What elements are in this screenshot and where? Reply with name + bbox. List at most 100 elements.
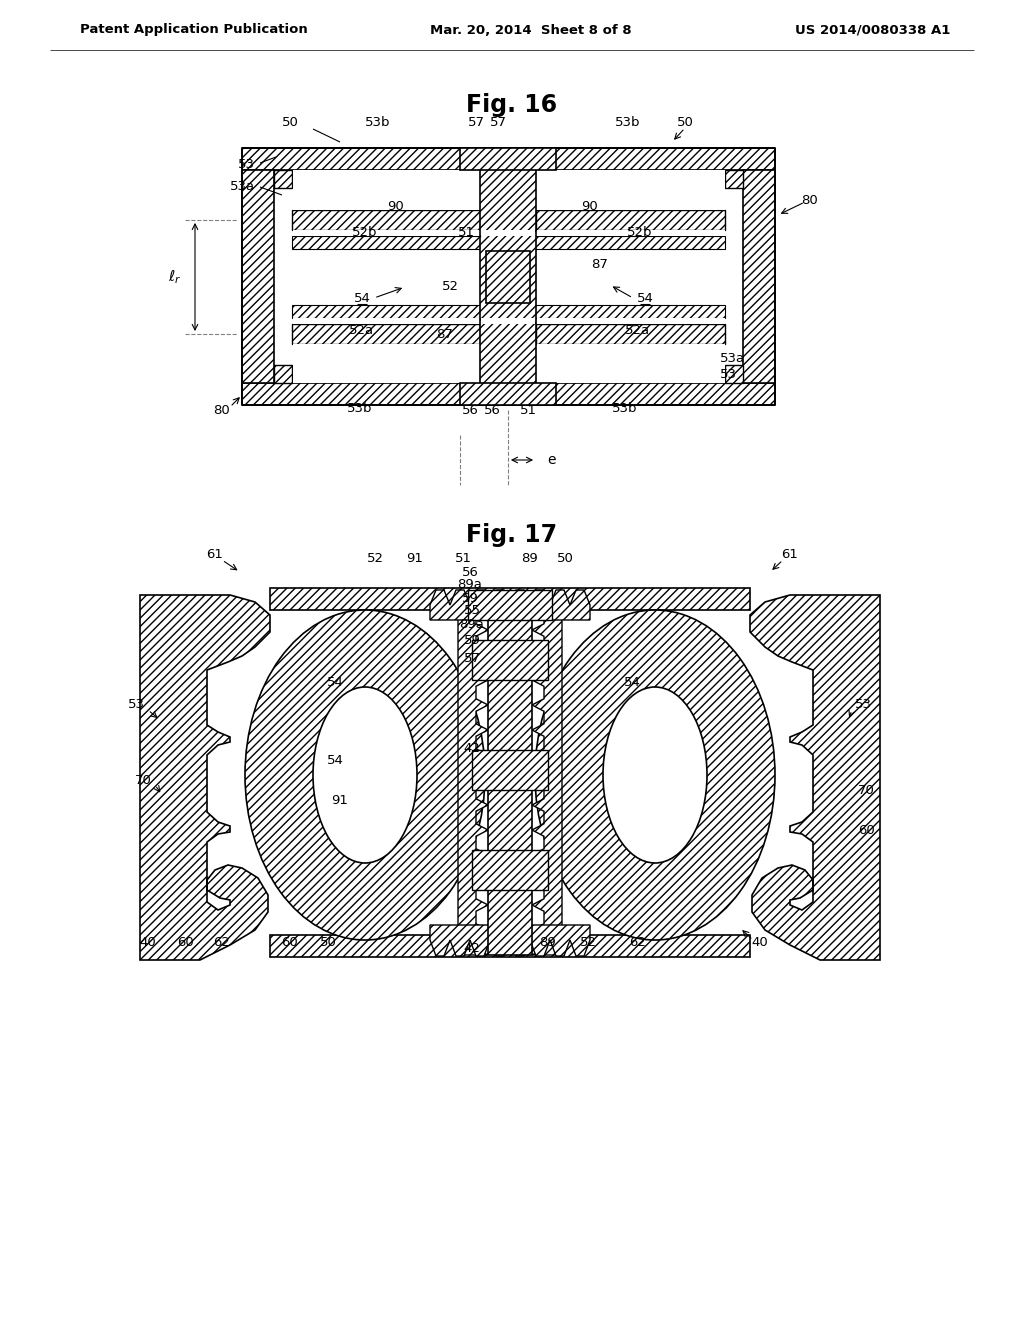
Bar bbox=[472, 850, 548, 890]
Bar bbox=[293, 230, 480, 236]
Text: 54: 54 bbox=[353, 292, 371, 305]
Bar bbox=[293, 345, 480, 383]
Text: 56: 56 bbox=[462, 404, 478, 417]
Text: 51: 51 bbox=[458, 226, 474, 239]
Bar bbox=[537, 230, 725, 236]
Bar bbox=[725, 366, 743, 383]
Text: 53a: 53a bbox=[229, 181, 255, 194]
Bar bbox=[472, 750, 548, 789]
Text: 52: 52 bbox=[367, 552, 384, 565]
Text: 57: 57 bbox=[464, 652, 480, 664]
Bar bbox=[242, 383, 775, 405]
Text: 89a: 89a bbox=[458, 578, 482, 591]
Text: 62: 62 bbox=[630, 936, 646, 949]
Text: 50: 50 bbox=[319, 936, 337, 949]
Text: 42: 42 bbox=[464, 941, 480, 954]
Ellipse shape bbox=[535, 610, 775, 940]
Bar bbox=[537, 318, 725, 323]
Text: 90: 90 bbox=[582, 201, 598, 214]
Bar bbox=[274, 366, 292, 383]
Bar bbox=[488, 605, 532, 954]
Text: 55: 55 bbox=[464, 603, 480, 616]
Text: 51: 51 bbox=[519, 404, 537, 417]
Text: 40: 40 bbox=[752, 936, 768, 949]
Text: 87: 87 bbox=[436, 329, 454, 342]
Text: 53a: 53a bbox=[720, 351, 745, 364]
Bar bbox=[274, 170, 292, 187]
Bar bbox=[743, 170, 775, 383]
Text: 53: 53 bbox=[855, 698, 872, 711]
Text: 52b: 52b bbox=[352, 226, 378, 239]
Text: 52: 52 bbox=[580, 936, 597, 949]
Text: 52b: 52b bbox=[628, 226, 652, 239]
Text: 53: 53 bbox=[238, 158, 255, 172]
Bar bbox=[468, 590, 552, 620]
Text: 59: 59 bbox=[462, 591, 478, 605]
Text: Fig. 17: Fig. 17 bbox=[467, 523, 557, 546]
Text: 59: 59 bbox=[464, 634, 480, 647]
Bar bbox=[537, 345, 725, 383]
Text: 91: 91 bbox=[332, 793, 348, 807]
Text: 53b: 53b bbox=[366, 116, 391, 128]
Bar bbox=[665, 630, 728, 920]
Ellipse shape bbox=[603, 686, 707, 863]
Text: 50: 50 bbox=[677, 116, 693, 128]
Ellipse shape bbox=[313, 686, 417, 863]
Text: 51: 51 bbox=[455, 552, 471, 565]
Text: 57: 57 bbox=[489, 116, 507, 128]
Bar bbox=[290, 630, 353, 920]
Text: Fig. 16: Fig. 16 bbox=[467, 92, 557, 117]
Bar bbox=[486, 251, 530, 304]
Text: 52a: 52a bbox=[626, 323, 650, 337]
Text: 54: 54 bbox=[327, 676, 343, 689]
Bar bbox=[292, 210, 480, 230]
Text: 80: 80 bbox=[214, 404, 230, 417]
Text: 89: 89 bbox=[521, 552, 539, 565]
Bar bbox=[270, 587, 750, 610]
Bar bbox=[293, 170, 480, 210]
Text: 54: 54 bbox=[637, 292, 653, 305]
Bar bbox=[508, 305, 725, 318]
Bar bbox=[242, 170, 274, 383]
Text: 70: 70 bbox=[858, 784, 874, 796]
Text: 53: 53 bbox=[128, 698, 145, 711]
Bar bbox=[292, 323, 480, 345]
Polygon shape bbox=[532, 605, 562, 954]
Bar bbox=[536, 210, 725, 230]
Polygon shape bbox=[750, 595, 880, 960]
Bar bbox=[480, 148, 536, 405]
Bar bbox=[270, 935, 750, 957]
Text: 91: 91 bbox=[407, 552, 424, 565]
Text: 89: 89 bbox=[540, 936, 556, 949]
Polygon shape bbox=[140, 595, 270, 960]
Bar bbox=[460, 148, 556, 170]
Bar bbox=[292, 305, 508, 318]
Text: 52: 52 bbox=[441, 281, 459, 293]
Text: 60: 60 bbox=[858, 824, 874, 837]
Bar bbox=[481, 230, 535, 236]
Text: 57: 57 bbox=[468, 116, 484, 128]
Text: Mar. 20, 2014  Sheet 8 of 8: Mar. 20, 2014 Sheet 8 of 8 bbox=[430, 24, 632, 37]
Text: 56: 56 bbox=[483, 404, 501, 417]
Bar bbox=[292, 236, 508, 249]
Polygon shape bbox=[430, 590, 590, 620]
Text: 60: 60 bbox=[282, 936, 298, 949]
Text: 80: 80 bbox=[802, 194, 818, 206]
Text: $\ell_r$: $\ell_r$ bbox=[168, 268, 181, 286]
Text: 61: 61 bbox=[781, 549, 799, 561]
Text: e: e bbox=[547, 453, 555, 467]
Text: 53b: 53b bbox=[615, 116, 641, 128]
Text: 54: 54 bbox=[624, 676, 640, 689]
Bar bbox=[536, 323, 725, 345]
Bar bbox=[460, 383, 556, 405]
Text: 50: 50 bbox=[282, 116, 298, 128]
Bar bbox=[293, 318, 480, 323]
Text: 62: 62 bbox=[214, 936, 230, 949]
Ellipse shape bbox=[245, 610, 485, 940]
Text: 70: 70 bbox=[135, 774, 152, 787]
Text: 52a: 52a bbox=[349, 323, 375, 337]
Bar bbox=[508, 236, 725, 249]
Text: 40: 40 bbox=[139, 936, 157, 949]
Polygon shape bbox=[458, 605, 488, 954]
Text: US 2014/0080338 A1: US 2014/0080338 A1 bbox=[795, 24, 950, 37]
